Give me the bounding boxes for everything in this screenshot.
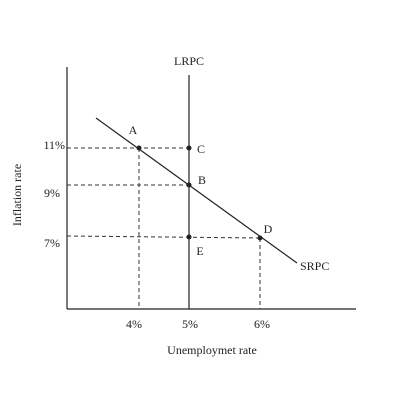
x-axis-label: Unemploymet rate [167, 343, 257, 357]
point [186, 145, 192, 151]
y-tick-label: 9% [44, 186, 60, 200]
point [186, 182, 192, 188]
point-label: A [129, 123, 138, 137]
guide-line [66, 235, 261, 239]
x-tick-label: 6% [254, 317, 270, 331]
point [186, 234, 192, 240]
point [257, 235, 263, 241]
point-label: C [197, 142, 205, 156]
y-axis-label: Inflation rate [10, 164, 24, 226]
point-label: B [198, 173, 206, 187]
point [136, 145, 142, 151]
srpc-line [95, 117, 298, 264]
curve-label: SRPC [300, 259, 329, 273]
y-tick-label: 11% [43, 138, 65, 152]
x-tick-label: 5% [182, 317, 198, 331]
point-label: D [264, 222, 273, 236]
point-label: E [196, 244, 203, 258]
curve-label: LRPC [174, 54, 204, 68]
x-tick-label: 4% [126, 317, 142, 331]
y-tick-label: 7% [44, 236, 60, 250]
